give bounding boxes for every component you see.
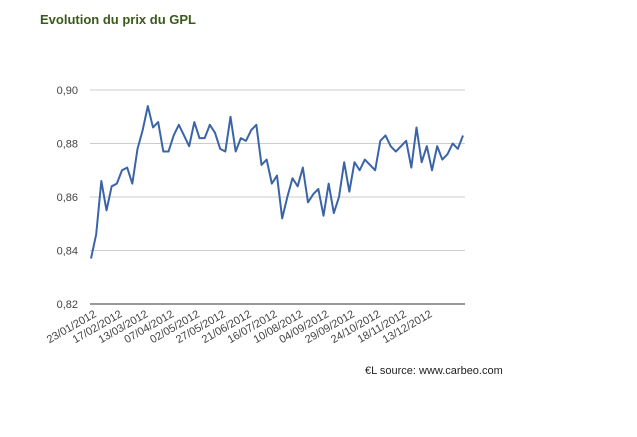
y-tick-label: 0,90 bbox=[57, 85, 78, 97]
y-tick-label: 0,88 bbox=[57, 139, 78, 151]
chart-title: Evolution du prix du GPL bbox=[40, 12, 196, 27]
line bbox=[90, 105, 464, 259]
y-tick-label: 0,82 bbox=[57, 299, 78, 311]
source: €L source: www.carbeo.com bbox=[365, 365, 503, 377]
y-tick-label: 0,86 bbox=[57, 192, 78, 204]
y-tick-label: 0,84 bbox=[57, 246, 78, 258]
